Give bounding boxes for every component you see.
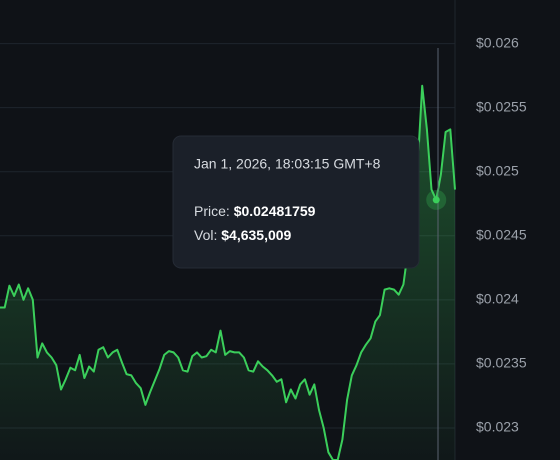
tooltip-box bbox=[172, 135, 420, 269]
tooltip-price: Price: $0.02481759 bbox=[194, 203, 316, 219]
tooltip-vol: Vol: $4,635,009 bbox=[194, 227, 292, 243]
vol-value: $4,635,009 bbox=[221, 227, 291, 243]
y-tick-label: $0.024 bbox=[476, 291, 519, 307]
area bbox=[0, 85, 455, 460]
y-tick-label: $0.026 bbox=[476, 34, 519, 50]
price-line bbox=[0, 84, 456, 460]
tooltip: Jan 1, 2026, 18:03:15 GMT+8 Price: $0.02… bbox=[172, 135, 420, 269]
y-tick-label: $0.0245 bbox=[476, 226, 527, 242]
tooltip-date: Jan 1, 2026, 18:03:15 GMT+8 bbox=[194, 156, 381, 172]
y-tick-label: $0.025 bbox=[476, 162, 519, 178]
y-tick-label: $0.0255 bbox=[476, 98, 527, 114]
y-tick-label: $0.0235 bbox=[476, 355, 527, 371]
y-tick-label: $0.023 bbox=[476, 419, 519, 435]
price-value: $0.02481759 bbox=[234, 203, 316, 219]
hover-point bbox=[432, 196, 440, 204]
price-key: Price: bbox=[194, 203, 230, 219]
vol-key: Vol: bbox=[194, 227, 217, 243]
